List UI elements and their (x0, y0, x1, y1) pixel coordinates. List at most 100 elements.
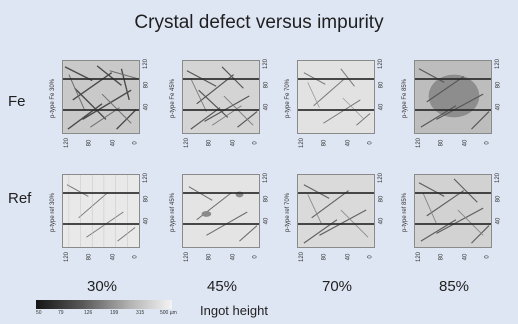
axis-tick: 40 (495, 103, 502, 111)
axis-tick: 0 (484, 255, 491, 259)
axis-tick: 0 (367, 255, 374, 259)
figure-title: Crystal defect versus impurity (134, 12, 384, 33)
defect-texture (298, 175, 374, 247)
axis-tick: 80 (495, 81, 502, 89)
axis-tick: 80 (206, 139, 213, 147)
panel-side-label: p-type Fe 85% (402, 78, 408, 118)
defect-texture (183, 61, 259, 133)
colorbar-ticks: 50 79 126 199 315 500 µm (36, 310, 196, 318)
axis-tick: 80 (143, 81, 150, 89)
boundary-line (415, 223, 491, 225)
defect-texture (63, 61, 139, 133)
axis-tick: 0 (367, 141, 374, 145)
axis-tick: 40 (378, 103, 385, 111)
defect-texture (415, 175, 491, 247)
axis-tick: 120 (416, 251, 423, 263)
panel-side-label: p-type Fe 70% (285, 78, 291, 118)
defect-texture (415, 61, 491, 133)
axis-tick: 120 (143, 172, 150, 184)
panel-side-label: p-type ref 85% (402, 192, 408, 232)
column-label-85: 85% (438, 278, 470, 295)
axis-tick: 80 (378, 195, 385, 203)
axis-tick: 80 (438, 139, 445, 147)
axis-tick: 40 (345, 253, 352, 261)
colorbar-tick: 500 µm (160, 310, 177, 316)
axis-tick: 120 (143, 58, 150, 70)
axis-tick: 80 (263, 195, 270, 203)
axis-tick: 40 (345, 139, 352, 147)
axis-tick: 40 (230, 139, 237, 147)
axis-tick: 80 (263, 81, 270, 89)
row-label-ref: Ref (8, 190, 32, 207)
axis-tick: 120 (416, 137, 423, 149)
axis-tick: 40 (462, 139, 469, 147)
boundary-line (63, 223, 139, 225)
axis-tick: 120 (64, 137, 71, 149)
axis-tick: 120 (263, 172, 270, 184)
boundary-line (298, 109, 374, 111)
axis-tick: 40 (143, 217, 150, 225)
boundary-line (298, 78, 374, 80)
axis-tick: 120 (378, 172, 385, 184)
fe-panel-30 (62, 60, 140, 134)
axis-tick: 80 (321, 253, 328, 261)
boundary-line (63, 78, 139, 80)
axis-tick: 40 (495, 217, 502, 225)
axis-tick: 80 (321, 139, 328, 147)
axis-tick: 40 (230, 253, 237, 261)
axis-tick: 120 (378, 58, 385, 70)
panel-side-label: p-type ref 45% (170, 192, 176, 232)
axis-tick: 0 (484, 141, 491, 145)
axis-tick: 80 (495, 195, 502, 203)
axis-tick: 0 (132, 255, 139, 259)
axis-tick: 80 (86, 139, 93, 147)
axis-tick: 40 (143, 103, 150, 111)
grayscale-colorbar (36, 300, 172, 309)
axis-tick: 80 (206, 253, 213, 261)
axis-tick: 80 (86, 253, 93, 261)
axis-tick: 80 (378, 81, 385, 89)
ref-panel-70 (297, 174, 375, 248)
column-label-70: 70% (321, 278, 353, 295)
colorbar-tick: 50 (36, 310, 42, 316)
row-label-fe: Fe (8, 93, 26, 110)
defect-texture (298, 61, 374, 133)
axis-tick: 120 (299, 137, 306, 149)
boundary-line (298, 223, 374, 225)
boundary-line (183, 109, 259, 111)
axis-tick: 80 (143, 195, 150, 203)
axis-tick: 120 (263, 58, 270, 70)
colorbar-tick: 79 (58, 310, 64, 316)
axis-tick: 0 (252, 141, 259, 145)
x-axis-title: Ingot height (200, 303, 268, 318)
boundary-line (415, 109, 491, 111)
column-label-30: 30% (86, 278, 118, 295)
boundary-line (183, 223, 259, 225)
fe-panel-70 (297, 60, 375, 134)
panel-side-label: p-type Fe 30% (50, 78, 56, 118)
axis-tick: 120 (184, 251, 191, 263)
boundary-line (183, 78, 259, 80)
axis-tick: 40 (263, 103, 270, 111)
panel-side-label: p-type ref 70% (285, 192, 291, 232)
ref-panel-85 (414, 174, 492, 248)
axis-tick: 120 (495, 172, 502, 184)
defect-texture (183, 175, 259, 247)
boundary-line (183, 192, 259, 194)
axis-tick: 120 (184, 137, 191, 149)
axis-tick: 0 (132, 141, 139, 145)
axis-tick: 40 (263, 217, 270, 225)
defect-texture (63, 175, 139, 247)
colorbar-tick: 315 (136, 310, 145, 316)
ref-panel-45 (182, 174, 260, 248)
panel-side-label: p-type Fe 45% (170, 78, 176, 118)
boundary-line (415, 192, 491, 194)
boundary-line (63, 192, 139, 194)
axis-tick: 0 (252, 255, 259, 259)
ref-panel-30 (62, 174, 140, 248)
boundary-line (298, 192, 374, 194)
boundary-line (63, 109, 139, 111)
axis-tick: 40 (110, 139, 117, 147)
axis-tick: 120 (495, 58, 502, 70)
axis-tick: 80 (438, 253, 445, 261)
